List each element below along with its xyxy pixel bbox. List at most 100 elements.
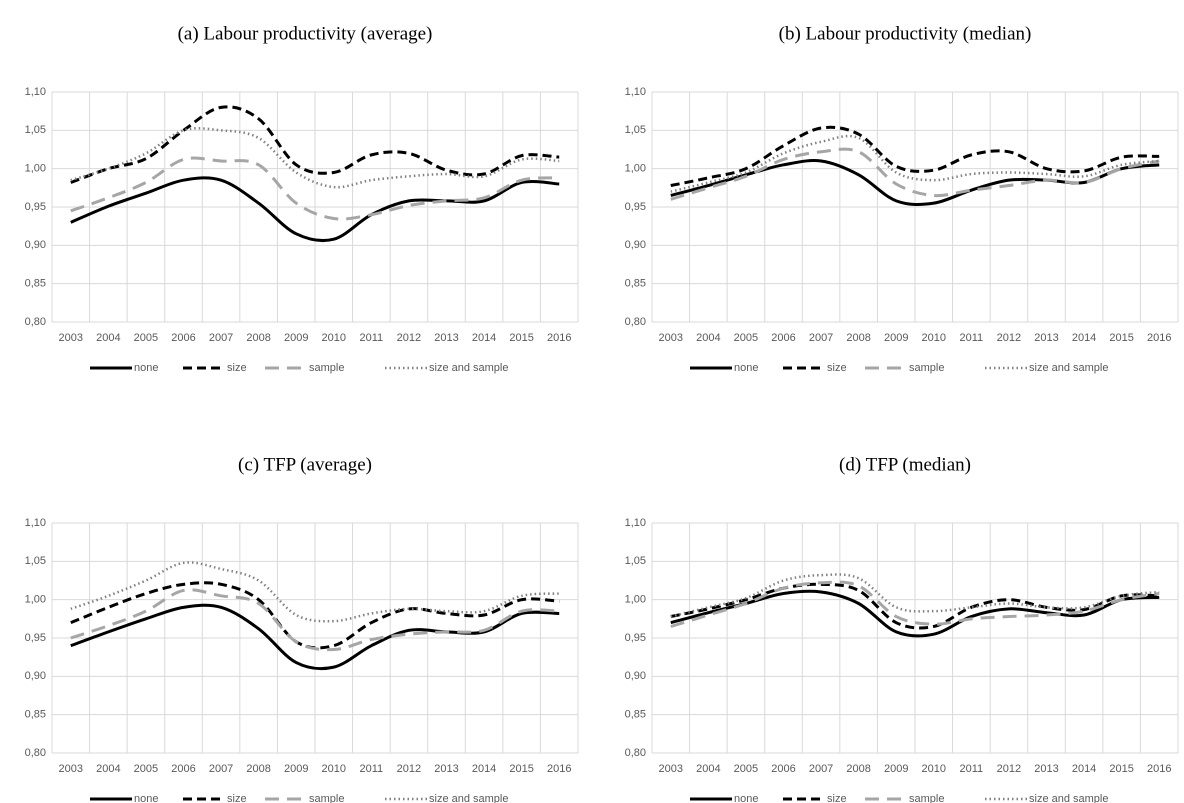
chart-title: (c) TFP (average) xyxy=(238,454,372,475)
y-tick-label: 0,90 xyxy=(625,670,646,682)
x-tick-label: 2003 xyxy=(659,763,683,775)
y-tick-label: 0,80 xyxy=(625,316,646,328)
x-tick-label: 2015 xyxy=(509,332,533,344)
series-line xyxy=(670,573,1160,618)
x-tick-label: 2016 xyxy=(547,763,571,775)
x-tick-label: 2006 xyxy=(771,332,795,344)
x-tick-label: 2010 xyxy=(922,332,946,344)
x-tick-label: 2008 xyxy=(246,763,270,775)
series-line xyxy=(670,589,1160,638)
x-tick-label: 2014 xyxy=(1072,763,1096,775)
x-tick-label: 2009 xyxy=(884,332,908,344)
series-line xyxy=(670,147,1160,201)
y-tick-label: 0,85 xyxy=(625,278,646,290)
x-tick-label: 2010 xyxy=(322,332,346,344)
y-tick-label: 1,00 xyxy=(25,594,46,606)
x-tick-label: 2013 xyxy=(1034,763,1058,775)
x-tick-label: 2004 xyxy=(696,332,720,344)
x-tick-label: 2010 xyxy=(322,763,346,775)
legend-label: sample xyxy=(909,362,944,374)
y-tick-label: 0,85 xyxy=(625,709,646,721)
series-line xyxy=(70,156,560,221)
x-tick-label: 2013 xyxy=(434,332,458,344)
legend-label: size xyxy=(227,793,247,803)
x-tick-label: 2012 xyxy=(397,763,421,775)
x-tick-label: 2004 xyxy=(696,763,720,775)
y-tick-label: 1,10 xyxy=(25,86,46,98)
x-tick-label: 2011 xyxy=(360,332,384,344)
legend-label: none xyxy=(134,793,158,803)
y-tick-label: 0,85 xyxy=(25,709,46,721)
x-tick-label: 2009 xyxy=(284,332,308,344)
series-line xyxy=(670,582,1160,630)
chart-title: (b) Labour productivity (median) xyxy=(779,23,1032,44)
y-tick-label: 0,80 xyxy=(625,747,646,759)
x-tick-label: 2005 xyxy=(734,763,758,775)
legend-label: size and sample xyxy=(429,362,509,374)
x-tick-label: 2011 xyxy=(960,332,984,344)
series-line xyxy=(670,134,1160,193)
series-line xyxy=(70,588,560,652)
y-tick-label: 0,95 xyxy=(625,632,646,644)
y-tick-label: 1,05 xyxy=(25,555,46,567)
y-tick-label: 1,05 xyxy=(625,555,646,567)
x-tick-label: 2004 xyxy=(96,763,120,775)
x-tick-label: 2012 xyxy=(997,332,1021,344)
y-tick-label: 0,90 xyxy=(25,670,46,682)
x-tick-label: 2003 xyxy=(59,763,83,775)
y-tick-label: 0,90 xyxy=(625,239,646,251)
x-tick-label: 2013 xyxy=(1034,332,1058,344)
x-tick-label: 2009 xyxy=(884,763,908,775)
y-tick-label: 0,95 xyxy=(25,632,46,644)
x-tick-label: 2008 xyxy=(846,763,870,775)
x-tick-label: 2004 xyxy=(96,332,120,344)
x-tick-label: 2011 xyxy=(960,763,984,775)
legend-label: size and sample xyxy=(1029,793,1109,803)
x-tick-label: 2005 xyxy=(734,332,758,344)
x-tick-label: 2005 xyxy=(134,332,158,344)
legend-label: none xyxy=(734,793,758,803)
x-tick-label: 2007 xyxy=(209,332,233,344)
x-tick-label: 2014 xyxy=(1072,332,1096,344)
series-line xyxy=(70,105,560,184)
x-tick-label: 2008 xyxy=(246,332,270,344)
x-tick-label: 2012 xyxy=(397,332,421,344)
series-line xyxy=(70,561,560,623)
x-tick-label: 2003 xyxy=(59,332,83,344)
y-tick-label: 0,95 xyxy=(625,201,646,213)
chart-title: (d) TFP (median) xyxy=(839,454,971,475)
series-line xyxy=(670,125,1160,188)
legend-label: size and sample xyxy=(429,793,509,803)
x-tick-label: 2007 xyxy=(809,763,833,775)
series-line xyxy=(670,580,1160,628)
legend-label: size xyxy=(827,793,847,803)
y-tick-label: 0,85 xyxy=(25,278,46,290)
chart-title: (a) Labour productivity (average) xyxy=(178,23,433,44)
y-tick-label: 0,95 xyxy=(25,201,46,213)
x-tick-label: 2013 xyxy=(434,763,458,775)
y-tick-label: 1,00 xyxy=(625,594,646,606)
x-tick-label: 2011 xyxy=(360,763,384,775)
x-tick-label: 2006 xyxy=(171,332,195,344)
y-tick-label: 0,90 xyxy=(25,239,46,251)
x-tick-label: 2010 xyxy=(922,763,946,775)
x-tick-label: 2008 xyxy=(846,332,870,344)
legend-label: size xyxy=(827,362,847,374)
x-tick-label: 2015 xyxy=(1109,763,1133,775)
y-tick-label: 1,05 xyxy=(25,124,46,136)
x-tick-label: 2006 xyxy=(771,763,795,775)
x-tick-label: 2016 xyxy=(1147,763,1171,775)
x-tick-label: 2012 xyxy=(997,763,1021,775)
legend-label: sample xyxy=(309,793,344,803)
legend-label: size and sample xyxy=(1029,362,1109,374)
legend-label: none xyxy=(134,362,158,374)
legend-label: sample xyxy=(909,793,944,803)
x-tick-label: 2009 xyxy=(284,763,308,775)
x-tick-label: 2015 xyxy=(509,763,533,775)
x-tick-label: 2014 xyxy=(472,332,496,344)
x-tick-label: 2007 xyxy=(809,332,833,344)
y-tick-label: 1,10 xyxy=(625,86,646,98)
legend-label: sample xyxy=(309,362,344,374)
